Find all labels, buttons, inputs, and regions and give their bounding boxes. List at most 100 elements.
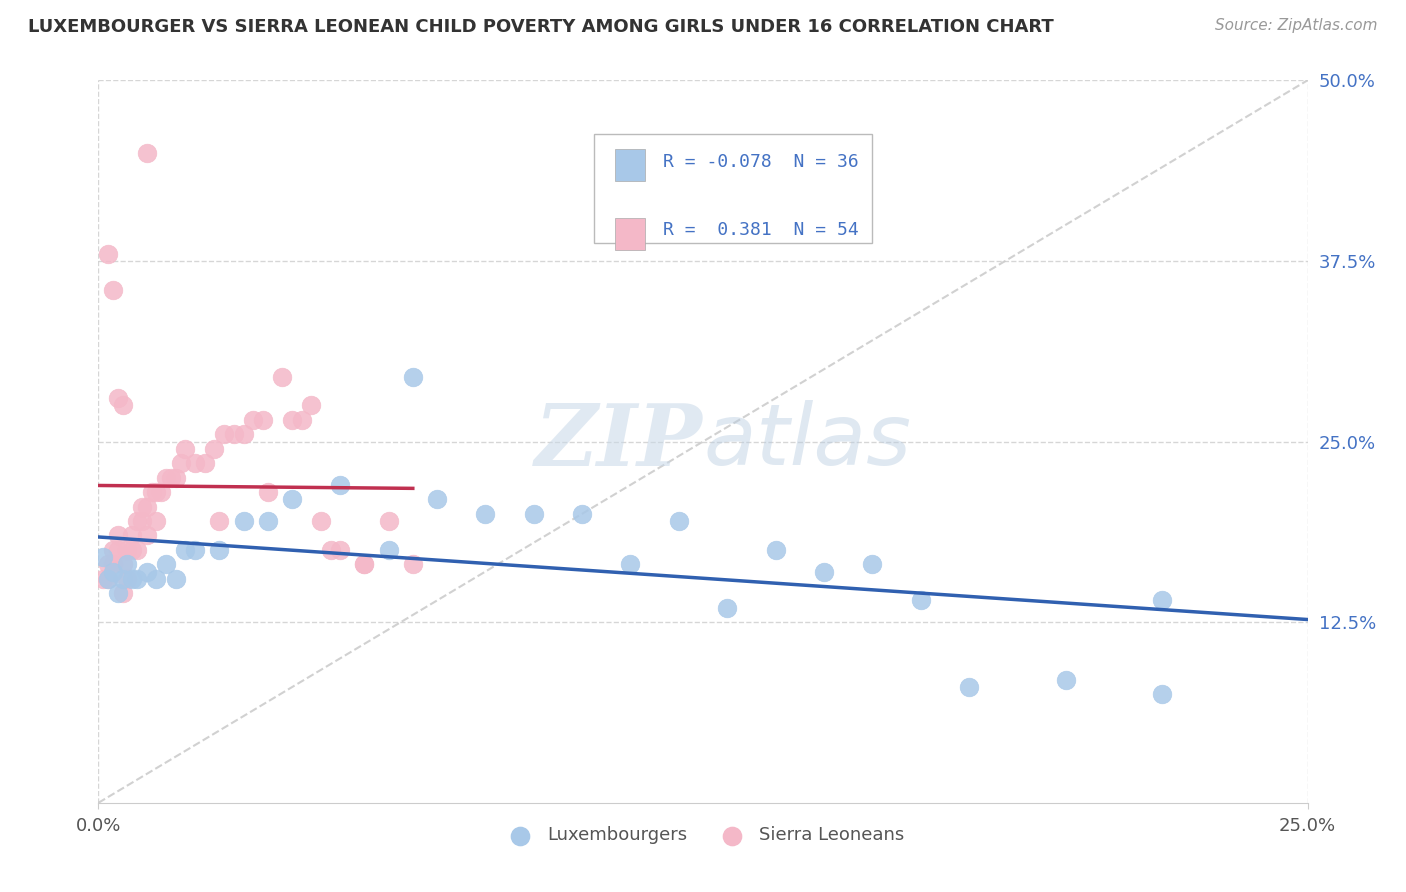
Text: R = -0.078  N = 36: R = -0.078 N = 36 [664,153,859,170]
Text: LUXEMBOURGER VS SIERRA LEONEAN CHILD POVERTY AMONG GIRLS UNDER 16 CORRELATION CH: LUXEMBOURGER VS SIERRA LEONEAN CHILD POV… [28,18,1054,36]
Point [117,542,139,557]
Point [212,427,235,442]
Point [299,398,322,412]
Point [319,542,342,557]
Point [127,542,149,557]
Point [145,572,167,586]
Point [111,572,134,586]
Point [91,550,114,565]
Point [135,528,157,542]
Point [165,572,187,586]
Point [910,593,932,607]
Point [571,507,593,521]
Point [127,572,149,586]
Legend: Luxembourgers, Sierra Leoneans: Luxembourgers, Sierra Leoneans [495,819,911,852]
Point [145,485,167,500]
Point [107,528,129,542]
Point [256,514,278,528]
Point [619,558,641,572]
Point [402,558,425,572]
FancyBboxPatch shape [595,135,872,243]
Point [107,542,129,557]
Point [426,492,449,507]
Point [353,558,375,572]
Point [111,586,134,600]
Point [208,542,231,557]
Point [860,558,883,572]
Point [1152,593,1174,607]
Point [101,542,124,557]
Point [165,470,187,484]
Point [121,528,143,542]
Point [281,492,304,507]
Point [1152,687,1174,701]
Point [97,572,120,586]
Point [101,283,124,297]
Point [121,572,143,586]
Point [111,558,134,572]
Point [145,514,167,528]
Point [256,485,278,500]
Point [474,507,496,521]
Point [523,507,546,521]
Point [135,565,157,579]
Point [117,572,139,586]
Point [208,514,231,528]
Point [150,485,173,500]
Point [91,572,114,586]
Point [127,514,149,528]
Point [121,542,143,557]
Text: Source: ZipAtlas.com: Source: ZipAtlas.com [1215,18,1378,33]
Point [377,542,399,557]
Point [281,413,304,427]
Point [97,246,120,260]
Text: ZIP: ZIP [536,400,703,483]
Point [141,485,163,500]
Point [101,565,124,579]
Point [222,427,245,442]
Point [135,145,157,160]
Point [716,600,738,615]
Point [111,398,134,412]
Text: atlas: atlas [703,400,911,483]
Point [765,542,787,557]
Point [813,565,835,579]
Point [668,514,690,528]
Point [1054,673,1077,687]
Point [194,456,217,470]
Point [184,456,207,470]
Point [131,514,153,528]
Point [117,558,139,572]
Point [353,558,375,572]
Point [97,558,120,572]
Point [252,413,274,427]
Point [97,572,120,586]
Point [107,586,129,600]
Point [169,456,191,470]
Point [402,369,425,384]
Point [290,413,312,427]
Point [329,478,352,492]
Point [329,542,352,557]
Point [377,514,399,528]
Point [131,500,153,514]
Point [174,442,197,456]
Point [107,391,129,405]
Bar [614,218,645,250]
Point [232,427,254,442]
Point [957,680,980,694]
Point [101,558,124,572]
Point [204,442,226,456]
Point [271,369,294,384]
Point [309,514,332,528]
Point [174,542,197,557]
Point [160,470,183,484]
Point [232,514,254,528]
Point [135,500,157,514]
Bar [614,149,645,181]
Point [155,558,177,572]
Point [155,470,177,484]
Text: R =  0.381  N = 54: R = 0.381 N = 54 [664,221,859,239]
Point [184,542,207,557]
Point [242,413,264,427]
